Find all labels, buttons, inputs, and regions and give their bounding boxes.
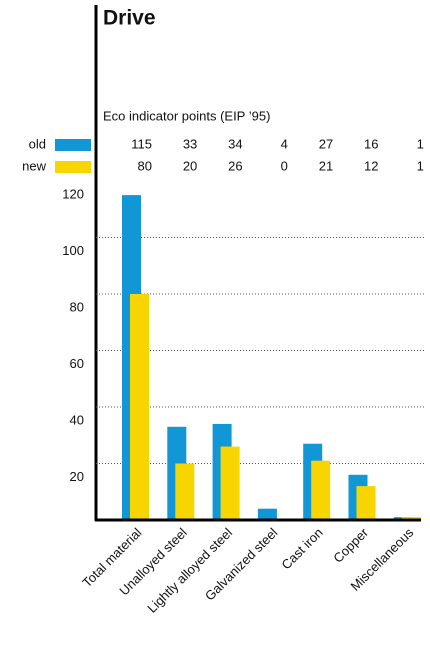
bar	[311, 460, 331, 520]
bar	[130, 294, 149, 520]
legend-swatch	[55, 161, 91, 173]
bar	[175, 463, 195, 520]
y-tick-label: 40	[70, 412, 84, 427]
table-value: 4	[281, 136, 288, 151]
legend-label: old	[29, 136, 46, 151]
table-value: 16	[364, 136, 378, 151]
table-value: 26	[228, 158, 242, 173]
bar	[220, 446, 240, 520]
x-tick-label: Lightly alloyed steel	[144, 525, 235, 616]
table-value: 33	[183, 136, 197, 151]
chart-title: Drive	[103, 7, 156, 30]
y-tick-label: 60	[70, 356, 84, 371]
table-value: 27	[319, 136, 333, 151]
table-title: Eco indicator points (EIP ’95)	[103, 108, 270, 123]
table-value: 34	[228, 136, 242, 151]
legend-swatch	[55, 139, 91, 151]
table-value: 1	[417, 158, 424, 173]
table-value: 20	[183, 158, 197, 173]
table-value: 21	[319, 158, 333, 173]
y-tick-label: 120	[62, 186, 84, 201]
bar	[356, 486, 376, 520]
y-tick-label: 80	[70, 299, 84, 314]
x-tick-label: Cast iron	[278, 525, 325, 572]
x-tick-label: Copper	[330, 524, 371, 565]
y-tick-label: 20	[70, 469, 84, 484]
table-value: 0	[281, 158, 288, 173]
table-value: 115	[131, 136, 152, 151]
table-value: 1	[417, 136, 424, 151]
legend-label: new	[22, 158, 46, 173]
table-value: 80	[138, 158, 152, 173]
table-value: 12	[364, 158, 378, 173]
y-tick-label: 100	[62, 243, 84, 258]
bar	[257, 508, 277, 520]
